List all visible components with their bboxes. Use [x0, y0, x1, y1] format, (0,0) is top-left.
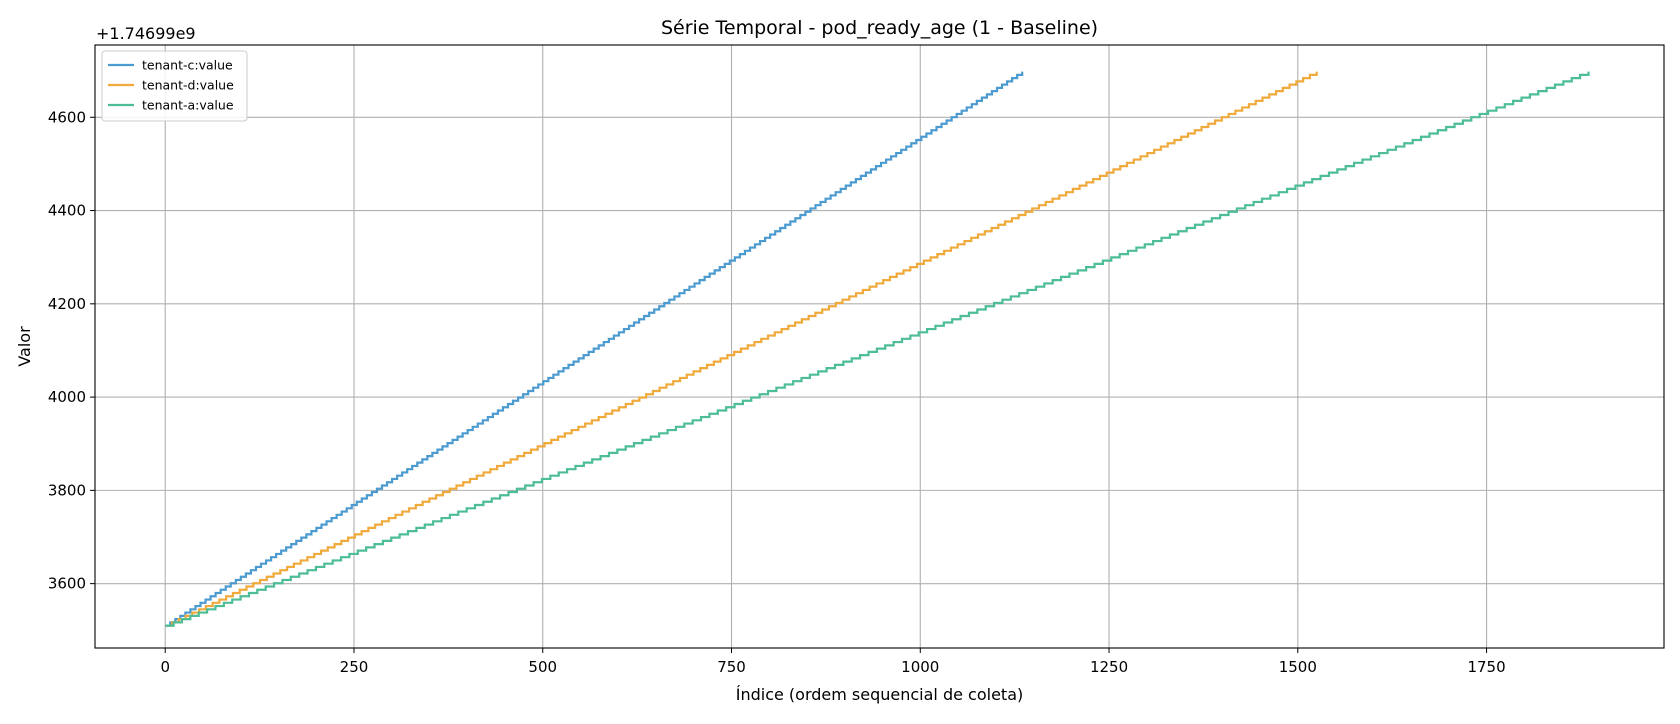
legend-label: tenant-c:value	[142, 58, 233, 73]
x-axis: 0 250 500 750 1000 1250 1500 1750	[160, 648, 1506, 676]
y-axis-label: Valor	[15, 326, 34, 367]
x-tick-label: 0	[160, 658, 170, 676]
grid	[95, 45, 1664, 648]
legend-label: tenant-a:value	[142, 98, 234, 113]
plot-area	[94, 44, 1665, 649]
legend: tenant-c:value tenant-d:value tenant-a:val…	[101, 50, 248, 122]
y-axis-offset-label: +1.74699e9	[96, 24, 196, 43]
x-tick-label: 1500	[1279, 658, 1317, 676]
series-lines	[165, 71, 1590, 627]
y-axis: 3600 3800 4000 4200 4400 4600	[48, 108, 95, 593]
x-axis-label: Índice (ordem sequencial de coleta)	[736, 685, 1024, 704]
y-tick-label: 4400	[48, 202, 86, 220]
x-tick-label: 500	[528, 658, 557, 676]
legend-box	[101, 50, 248, 122]
series-line-2	[165, 71, 1590, 627]
chart-title: Série Temporal - pod_ready_age (1 - Base…	[661, 17, 1098, 39]
series-line-0	[165, 71, 1024, 627]
legend-label: tenant-d:value	[142, 78, 234, 93]
x-tick-label: 1000	[901, 658, 939, 676]
x-tick-label: 750	[717, 658, 746, 676]
y-tick-label: 4200	[48, 295, 86, 313]
y-tick-label: 4000	[48, 388, 86, 406]
y-tick-label: 3800	[48, 481, 86, 499]
series-line-1	[165, 71, 1318, 627]
x-tick-label: 1750	[1467, 658, 1505, 676]
y-tick-label: 3600	[48, 575, 86, 593]
y-tick-label: 4600	[48, 108, 86, 126]
x-tick-label: 1250	[1090, 658, 1128, 676]
x-tick-label: 250	[340, 658, 369, 676]
